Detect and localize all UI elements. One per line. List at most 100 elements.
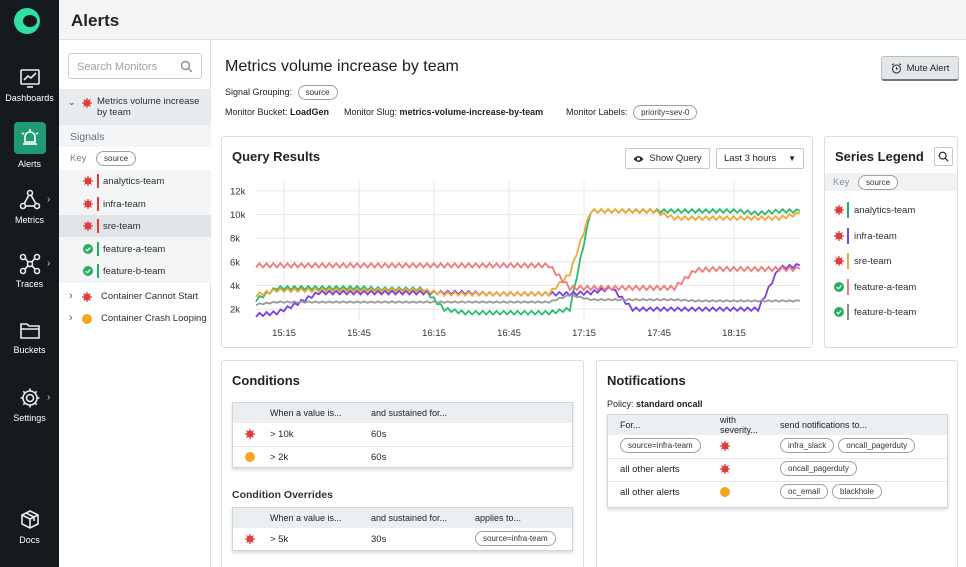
ok-check-icon xyxy=(834,307,844,317)
search-icon xyxy=(180,60,193,73)
alert-status-icon xyxy=(83,221,93,231)
chevron-down-icon: ⌄ xyxy=(68,97,76,107)
notifications-table-header xyxy=(608,415,947,435)
page-title: Alerts xyxy=(71,11,120,30)
app-logo[interactable] xyxy=(14,8,40,34)
legend-item[interactable]: analytics-team xyxy=(825,200,957,220)
overrides-table: When a value is... and sustained for... … xyxy=(232,507,573,551)
search-icon xyxy=(938,151,949,162)
nav-traces[interactable]: › Traces xyxy=(0,253,59,289)
notif-target-tag[interactable]: oncall_pagerduty xyxy=(780,461,857,476)
monitor-bucket: Monitor Bucket: LoadGen xyxy=(225,107,329,117)
conditions-table-header xyxy=(233,403,572,423)
notif-target-tag[interactable]: blackhole xyxy=(832,484,882,499)
nav-buckets[interactable]: Buckets xyxy=(0,319,59,355)
notif-target-tag[interactable]: oncall_pagerduty xyxy=(838,438,916,453)
monitor-item[interactable]: › Container Cannot Start xyxy=(59,287,211,307)
notification-row[interactable]: source=infra-team infra_slack oncall_pager… xyxy=(608,435,947,458)
signal-color-bar xyxy=(97,219,99,233)
monitor-item-label: Container Cannot Start xyxy=(101,291,199,302)
alert-status-icon xyxy=(82,292,92,302)
time-range-value: Last 3 hours xyxy=(724,153,777,164)
monitor-search-input[interactable]: Search Monitors xyxy=(68,53,202,79)
monitor-title: Metrics volume increase by team xyxy=(225,58,459,75)
notification-row[interactable]: all other alerts oncall_pagerduty xyxy=(608,458,947,481)
signals-key-label: Key xyxy=(70,153,87,164)
nav-dashboards[interactable]: Dashboards xyxy=(0,67,59,103)
notif-col-for: For... xyxy=(620,420,641,430)
legend-color-bar xyxy=(847,227,849,244)
overrides-col-duration: and sustained for... xyxy=(371,513,448,523)
dashboards-icon xyxy=(19,69,40,88)
chevron-right-icon: › xyxy=(69,290,73,302)
signal-label: analytics-team xyxy=(103,176,165,187)
monitor-item-label: Container Crash Looping xyxy=(101,313,207,324)
signal-label: sre-team xyxy=(103,221,141,232)
notif-target-tag[interactable]: oc_email xyxy=(780,484,829,499)
alert-status-icon xyxy=(82,98,92,108)
nav-buckets-label: Buckets xyxy=(13,345,46,355)
series-line-analytics-team xyxy=(255,207,801,316)
legend-item[interactable]: infra-team xyxy=(825,226,957,246)
notif-for: all other alerts xyxy=(620,487,680,498)
notif-for-tag: source=infra-team xyxy=(620,438,701,453)
signal-item[interactable]: feature-b-team xyxy=(59,260,211,282)
signal-item[interactable]: analytics-team xyxy=(59,170,211,192)
alert-status-icon xyxy=(83,176,93,186)
ok-check-icon xyxy=(834,281,844,292)
monitor-slug: Monitor Slug: metrics-volume-increase-by… xyxy=(344,107,543,117)
legend-item[interactable]: feature-b-team xyxy=(825,302,957,322)
monitor-item[interactable]: › Container Crash Looping xyxy=(59,309,211,329)
x-tick-label: 16:45 xyxy=(497,328,521,339)
settings-icon xyxy=(20,388,39,408)
nav-metrics[interactable]: › Metrics xyxy=(0,189,59,225)
traces-icon xyxy=(19,253,40,275)
legend-item[interactable]: feature-a-team xyxy=(825,277,957,297)
alert-status-icon xyxy=(834,230,844,241)
signal-label: feature-b-team xyxy=(103,266,166,277)
notifications-title: Notifications xyxy=(607,373,686,388)
overrides-col-value: When a value is... xyxy=(270,513,342,523)
legend-key-row: Key source xyxy=(825,173,957,191)
signal-item[interactable]: feature-a-team xyxy=(59,238,211,260)
signal-item[interactable]: infra-team xyxy=(59,193,211,215)
left-nav: Dashboards Alerts › Metrics › Traces Buc… xyxy=(0,0,59,567)
signals-key-tag-text: source xyxy=(96,151,137,166)
nav-alerts[interactable]: Alerts xyxy=(0,122,59,169)
notif-col-severity: with severity... xyxy=(720,415,758,435)
legend-search-button[interactable] xyxy=(934,147,953,166)
row-divider xyxy=(608,481,947,482)
time-range-select[interactable]: Last 3 hours ▼ xyxy=(716,148,804,169)
signal-color-bar xyxy=(97,241,99,256)
monitor-labels-tag: priority=sev-0 xyxy=(633,105,698,120)
x-tick-label: 15:15 xyxy=(272,328,296,339)
nav-alerts-label: Alerts xyxy=(17,159,41,169)
monitor-search-placeholder: Search Monitors xyxy=(77,61,158,73)
row-divider xyxy=(608,458,947,459)
x-tick-label: 17:15 xyxy=(572,328,596,339)
nav-traces-label: Traces xyxy=(15,279,44,289)
nav-dashboards-label: Dashboards xyxy=(5,93,54,103)
monitor-detail: Metrics volume increase by team Signal G… xyxy=(211,40,966,567)
monitor-list: Search Monitors ⌄ Metrics volume increas… xyxy=(59,40,211,567)
condition-row[interactable]: > 10k 60s xyxy=(233,423,572,446)
x-tick-label: 15:45 xyxy=(347,328,371,339)
metrics-chevron-icon: › xyxy=(47,194,51,205)
chevron-right-icon: › xyxy=(69,312,73,324)
notification-row[interactable]: all other alerts oc_email blackhole xyxy=(608,481,947,504)
warn-status-icon xyxy=(720,487,730,497)
x-tick-label: 16:15 xyxy=(422,328,446,339)
signal-item[interactable]: sre-team xyxy=(59,215,211,237)
traces-chevron-icon: › xyxy=(47,258,51,269)
condition-value: > 2k xyxy=(270,452,289,463)
notif-target-tag[interactable]: infra_slack xyxy=(780,438,835,453)
legend-item[interactable]: sre-team xyxy=(825,251,957,271)
buckets-icon xyxy=(19,323,40,339)
override-row[interactable]: > 5k 30s source=infra-team xyxy=(233,528,572,551)
condition-row[interactable]: > 2k 60s xyxy=(233,446,572,469)
mute-alert-button[interactable]: Mute Alert xyxy=(881,56,959,81)
monitor-item-selected[interactable]: ⌄ Metrics volume increase by team xyxy=(59,89,211,125)
nav-settings[interactable]: › Settings xyxy=(0,387,59,423)
nav-docs[interactable]: Docs xyxy=(0,509,59,545)
show-query-button[interactable]: Show Query xyxy=(625,148,710,169)
